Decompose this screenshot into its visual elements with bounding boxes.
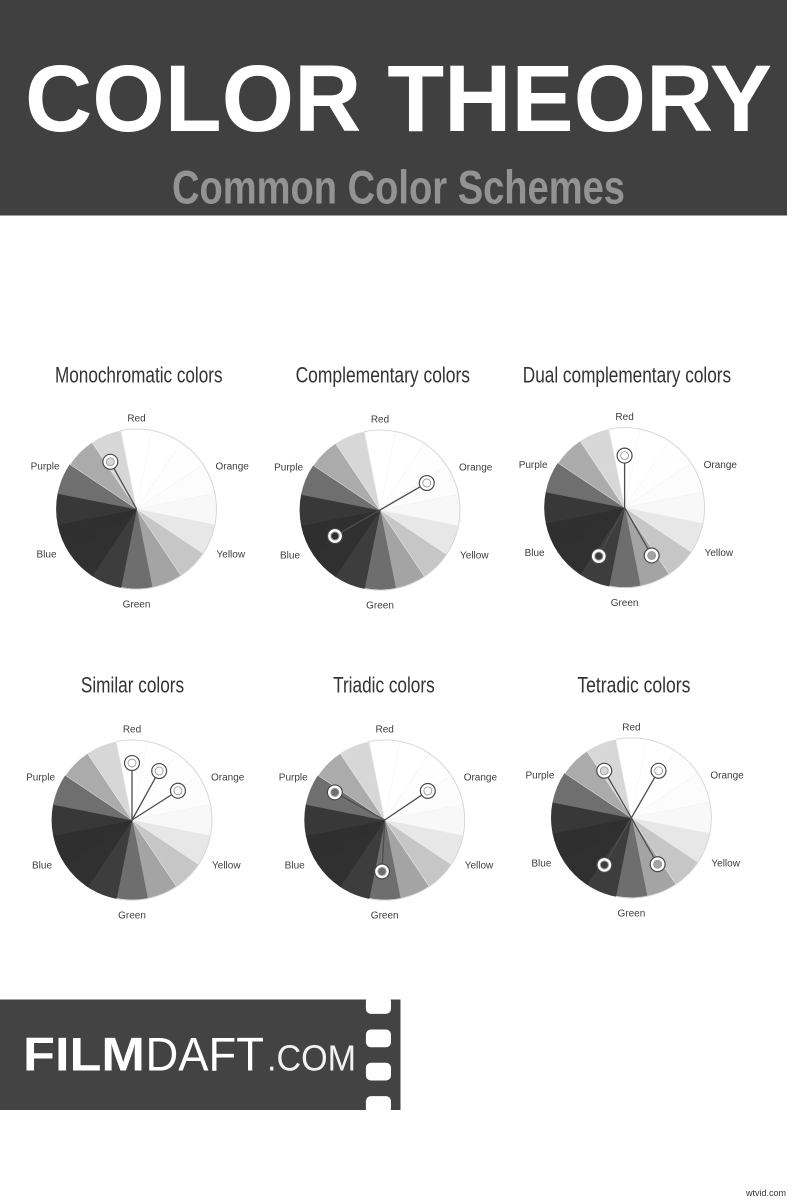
svg-text:Blue: Blue — [280, 551, 300, 562]
svg-text:Dual complementary colors: Dual complementary colors — [523, 363, 731, 388]
svg-text:Red: Red — [376, 725, 394, 736]
svg-text:Blue: Blue — [36, 550, 56, 561]
svg-text:Yellow: Yellow — [465, 861, 494, 872]
svg-text:Orange: Orange — [216, 462, 250, 473]
svg-text:Yellow: Yellow — [705, 548, 734, 559]
svg-text:Blue: Blue — [285, 861, 305, 872]
svg-text:COLOR THEORY: COLOR THEORY — [25, 46, 772, 152]
svg-text:Similar colors: Similar colors — [81, 673, 184, 698]
svg-text:Complementary colors: Complementary colors — [296, 363, 470, 388]
svg-text:Yellow: Yellow — [460, 551, 489, 562]
svg-text:Blue: Blue — [32, 861, 52, 872]
svg-text:Green: Green — [366, 601, 394, 612]
svg-text:Orange: Orange — [710, 770, 744, 781]
svg-text:Purple: Purple — [26, 773, 55, 784]
svg-text:wtvid.com: wtvid.com — [745, 1188, 786, 1198]
svg-text:Blue: Blue — [531, 858, 551, 869]
svg-text:Yellow: Yellow — [217, 550, 246, 561]
svg-text:Purple: Purple — [519, 460, 548, 471]
svg-text:FILM: FILM — [23, 1028, 145, 1081]
svg-text:Purple: Purple — [525, 770, 554, 781]
svg-text:Red: Red — [123, 725, 141, 736]
svg-text:Orange: Orange — [704, 460, 738, 471]
svg-text:Red: Red — [615, 412, 633, 423]
svg-text:Green: Green — [618, 908, 646, 919]
svg-text:Yellow: Yellow — [711, 858, 740, 869]
svg-text:Common Color Schemes: Common Color Schemes — [172, 161, 625, 214]
svg-text:Green: Green — [611, 598, 639, 609]
svg-text:DAFT: DAFT — [146, 1028, 265, 1081]
svg-text:Purple: Purple — [274, 463, 303, 474]
svg-text:Red: Red — [127, 414, 145, 425]
svg-text:.COM: .COM — [267, 1038, 356, 1079]
svg-text:Tetradic colors: Tetradic colors — [577, 673, 690, 698]
svg-text:Triadic colors: Triadic colors — [333, 673, 435, 698]
svg-text:Blue: Blue — [525, 548, 545, 559]
svg-text:Orange: Orange — [464, 773, 498, 784]
svg-text:Green: Green — [123, 600, 151, 611]
svg-text:Green: Green — [371, 911, 399, 922]
svg-text:Purple: Purple — [279, 773, 308, 784]
svg-text:Yellow: Yellow — [212, 861, 241, 872]
svg-text:Red: Red — [622, 722, 640, 733]
svg-text:Orange: Orange — [211, 773, 245, 784]
svg-text:Purple: Purple — [31, 462, 60, 473]
svg-text:Orange: Orange — [459, 463, 493, 474]
svg-text:Monochromatic colors: Monochromatic colors — [55, 363, 223, 388]
svg-text:Green: Green — [118, 911, 146, 922]
svg-text:Red: Red — [371, 415, 389, 426]
